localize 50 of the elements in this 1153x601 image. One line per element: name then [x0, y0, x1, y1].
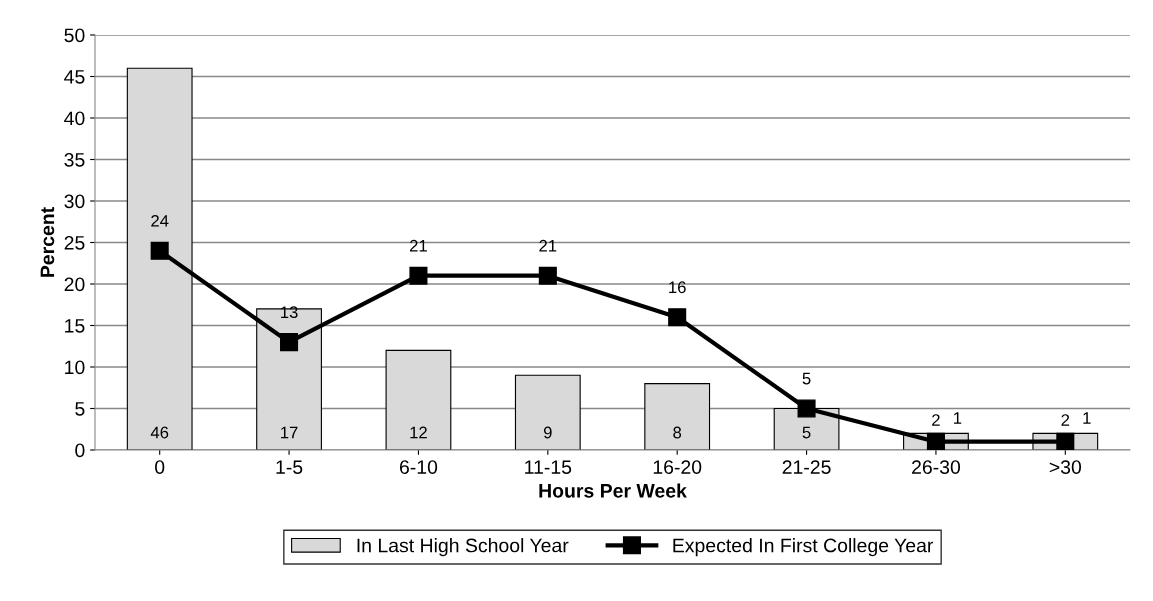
data-label: 17	[281, 426, 298, 439]
x-tick-label: 6-10	[399, 460, 438, 474]
y-tick-label: 40	[64, 111, 85, 126]
y-axis-title: Percent	[40, 207, 55, 277]
data-label: 24	[151, 214, 169, 227]
data-label: 21	[410, 239, 427, 252]
data-label: 2	[932, 414, 940, 426]
bar	[385, 349, 452, 450]
point	[668, 308, 687, 327]
x-tick-label: 16-20	[653, 460, 702, 474]
y-tick-label: 0	[75, 443, 85, 458]
y-tick-label: 20	[64, 277, 85, 292]
y-tick-label: 25	[64, 235, 85, 250]
x-tick-label: >30	[1049, 460, 1082, 474]
data-label: 13	[281, 306, 298, 319]
point	[797, 399, 816, 418]
legend-label: In Last High School Year	[357, 538, 569, 557]
y-tick-label: 5	[75, 402, 85, 416]
y-tick-label: 35	[64, 152, 85, 167]
x-tick-label: 11-15	[525, 460, 572, 474]
data-label: 2	[1061, 414, 1070, 426]
data-label: 9	[543, 426, 552, 439]
point	[1056, 432, 1075, 450]
y-tick-label: 45	[64, 70, 85, 84]
x-tick-label: 21-25	[782, 460, 831, 474]
x-tick-label: 1-5	[276, 460, 303, 474]
y-tick-label: 15	[65, 319, 85, 333]
y-tick-label: 10	[65, 360, 85, 375]
data-label: 5	[802, 372, 811, 385]
data-label: 46	[150, 426, 169, 439]
bar	[644, 383, 711, 450]
data-label: 16	[669, 281, 686, 294]
data-label: 21	[539, 239, 557, 252]
point	[538, 266, 557, 285]
point	[280, 333, 299, 352]
data-label: 1	[954, 412, 962, 424]
bar	[514, 374, 581, 450]
data-label: 1	[1083, 412, 1091, 424]
x-tick-label: 0	[155, 460, 165, 474]
point	[409, 266, 428, 285]
data-label: 12	[410, 426, 427, 439]
y-tick-label: 30	[64, 194, 85, 209]
x-axis-title: Hours Per Week	[539, 483, 687, 498]
legend-label: Expected In First College Year	[673, 538, 934, 557]
point	[926, 432, 945, 450]
point	[150, 241, 169, 260]
x-tick-label: 26-30	[912, 460, 961, 474]
data-label: 8	[673, 426, 682, 439]
data-label: 5	[802, 426, 811, 439]
y-tick-label: 50	[64, 28, 85, 43]
